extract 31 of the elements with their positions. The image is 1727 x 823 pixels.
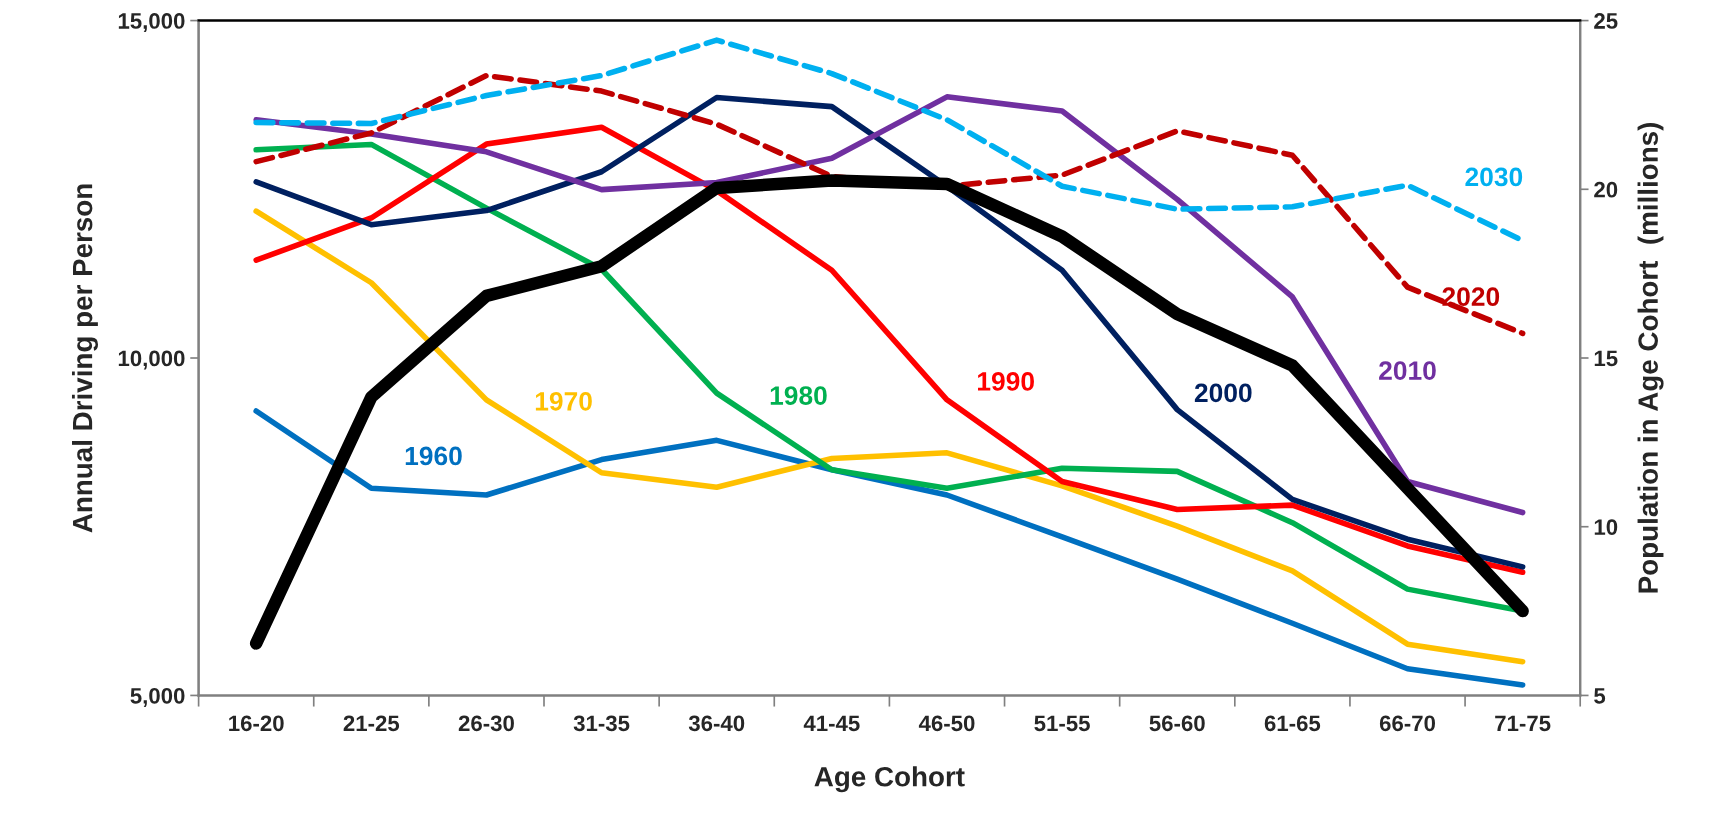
x-tick-label: 51-55 (1034, 715, 1090, 732)
series-label: 1980 (770, 386, 827, 405)
x-tick-label: 21-25 (343, 715, 400, 732)
series-label: 2020 (1442, 287, 1500, 307)
x-tick-label: 46-50 (918, 715, 975, 732)
y-axis-title: Annual Driving per Person (71, 184, 98, 533)
y2-tick-label: 25 (1594, 13, 1618, 29)
x-tick-label: 41-45 (803, 715, 860, 732)
y-tick-label: 5,000 (130, 687, 185, 707)
series-label: 2010 (1379, 361, 1436, 380)
series-label: 2000 (1194, 383, 1252, 403)
x-tick-label: 56-60 (1149, 715, 1205, 732)
x-tick-label: 16-20 (229, 715, 284, 732)
x-tick-label: 71-75 (1495, 715, 1551, 732)
y2-tick-label: 20 (1594, 181, 1618, 198)
y2-tick-label: 10 (1594, 519, 1618, 535)
x-tick-label: 31-35 (573, 715, 630, 732)
y2-tick-label: 15 (1594, 350, 1618, 367)
series-label: 1960 (405, 446, 462, 466)
series-label: 1990 (978, 372, 1034, 391)
x-tick-label: 36-40 (688, 715, 745, 732)
x-tick-label: 66-70 (1379, 715, 1436, 732)
series-label: 2030 (1465, 167, 1523, 187)
y2-tick-label: 5 (1594, 688, 1606, 704)
x-tick-label: 26-30 (458, 715, 514, 732)
x-tick-label: 61-65 (1264, 715, 1321, 732)
series-label: 1970 (535, 391, 592, 411)
y-tick-label: 10,000 (118, 350, 185, 370)
y2-axis-title: Population in Age Cohort (millions) (1637, 123, 1664, 593)
x-axis-title: Age Cohort (814, 766, 965, 793)
y-tick-label: 15,000 (118, 13, 185, 33)
